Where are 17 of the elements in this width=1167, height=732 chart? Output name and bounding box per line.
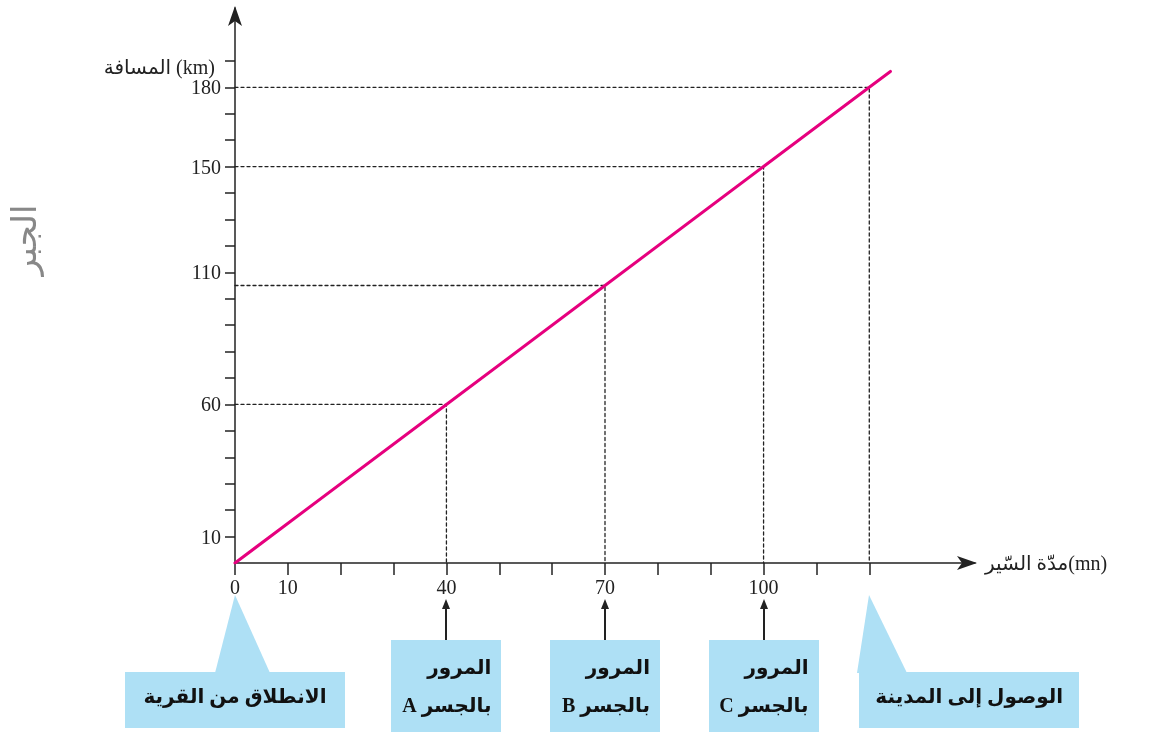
x-tick-label: 70 bbox=[595, 576, 615, 598]
x-tick-label: 10 bbox=[277, 576, 298, 598]
text: المرور بالجسر C bbox=[719, 656, 809, 716]
x-tick-label: 40 bbox=[436, 576, 457, 598]
y-tick-label: 60 bbox=[201, 393, 221, 416]
x-tick-label: 0 bbox=[230, 576, 240, 598]
y-tick-label: 10 bbox=[201, 525, 221, 548]
y-tick-label: 110 bbox=[191, 261, 221, 284]
text: المرور بالجسر B bbox=[561, 656, 650, 716]
y-axis-title: المسافة (km) bbox=[103, 56, 215, 80]
y-tick-label: 150 bbox=[191, 155, 221, 178]
text: المرور بالجسر A bbox=[402, 656, 492, 716]
x-tick-label: 100 bbox=[748, 576, 779, 598]
text: الوصول إلى المدينة bbox=[875, 685, 1064, 707]
text: الجبر bbox=[5, 204, 45, 278]
text: الانطلاق من القرية bbox=[143, 685, 327, 707]
x-axis-title: مدّة السّير(mn) bbox=[984, 552, 1108, 575]
